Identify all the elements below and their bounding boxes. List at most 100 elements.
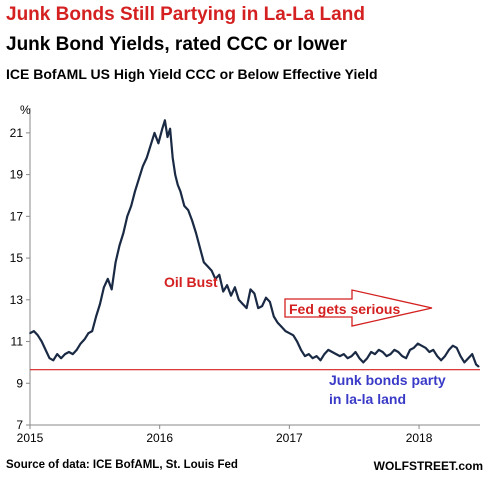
data-point [459,355,462,357]
y-tick-label: 11 [11,335,24,349]
data-point [68,351,70,353]
data-point [169,127,171,130]
data-point [238,299,240,301]
data-point [424,347,427,349]
data-point [245,307,248,309]
data-point [339,355,341,357]
data-point [362,361,365,364]
data-point [241,303,244,305]
data-point [214,278,217,280]
series-line [29,119,480,368]
data-point [114,261,117,264]
data-point [64,353,66,355]
data-point [448,349,450,351]
data-point [420,344,423,347]
data-point [210,269,213,272]
data-point [230,294,232,297]
data-point [79,342,82,345]
data-point [335,353,337,355]
data-point [428,351,431,353]
y-tick-label: 13 [10,293,24,307]
data-point [164,119,166,122]
data-point [37,334,39,337]
x-ticks: 2015 2016 2017 2018 [17,425,433,445]
data-points [29,119,480,368]
data-point [276,322,279,324]
data-point [409,349,411,351]
y-ticks: 7 9 11 13 15 17 19 21 [10,126,30,432]
data-point [389,353,392,355]
data-point [253,292,256,295]
data-point [417,342,419,345]
data-point [393,349,396,351]
source-note: Source of data: ICE BofAML, St. Louis Fe… [6,459,238,471]
party-label-line1: Junk bonds party [329,372,446,388]
x-tick-label: 2015 [17,431,44,445]
data-point [87,332,90,335]
data-point [218,274,221,276]
x-tick-label: 2018 [406,431,433,445]
party-label-line2: in la-la land [329,391,406,407]
y-tick-label: 9 [16,376,23,390]
series-title: ICE BofAML US High Yield CCC or Below Ef… [6,66,378,82]
data-point [118,244,121,247]
data-point [296,340,298,343]
data-point [75,349,78,351]
chart-subtitle: Junk Bond Yields, rated CCC or lower [6,34,348,55]
data-point [52,359,55,362]
y-tick-label: 17 [10,209,24,223]
data-point [48,357,51,360]
data-point [385,355,388,357]
y-tick-label: 15 [10,251,24,265]
data-point [346,357,349,360]
y-tick-label: 19 [10,168,24,182]
data-point [195,232,197,234]
data-point [327,349,330,351]
data-point [83,338,86,341]
data-point [315,355,318,357]
data-point [401,355,404,357]
data-point [72,353,74,355]
data-point [226,284,228,287]
data-point [350,355,353,357]
data-point [257,307,260,309]
data-point [153,132,156,134]
data-point [91,330,93,332]
data-point [319,359,322,362]
chart-title: Junk Bonds Still Partying in La-La Land [6,4,365,25]
data-point [134,190,136,193]
data-point [166,136,169,138]
data-point [157,142,160,145]
data-point [354,351,357,353]
data-point [199,246,201,249]
data-point [142,165,144,168]
data-point [432,349,435,351]
data-point [370,351,372,353]
data-point [455,347,458,349]
data-point [56,353,58,355]
data-point [300,349,302,351]
axes [29,108,480,426]
y-tick-label: 7 [16,418,23,432]
data-point [60,357,62,360]
data-point [378,349,380,351]
fed-arrow [284,289,433,327]
data-point [304,355,306,357]
data-point [273,315,275,318]
data-point [44,349,47,351]
data-point [203,261,205,264]
data-point [343,353,345,355]
data-point [149,144,152,147]
data-point [436,355,439,357]
y-axis-label: % [20,103,31,117]
data-point [308,353,310,355]
data-point [477,365,480,368]
data-point [413,347,415,349]
data-point [29,332,31,335]
data-point [95,315,97,318]
data-point [206,265,209,268]
data-point [444,355,446,357]
data-point [358,357,361,360]
data-point [440,359,442,362]
